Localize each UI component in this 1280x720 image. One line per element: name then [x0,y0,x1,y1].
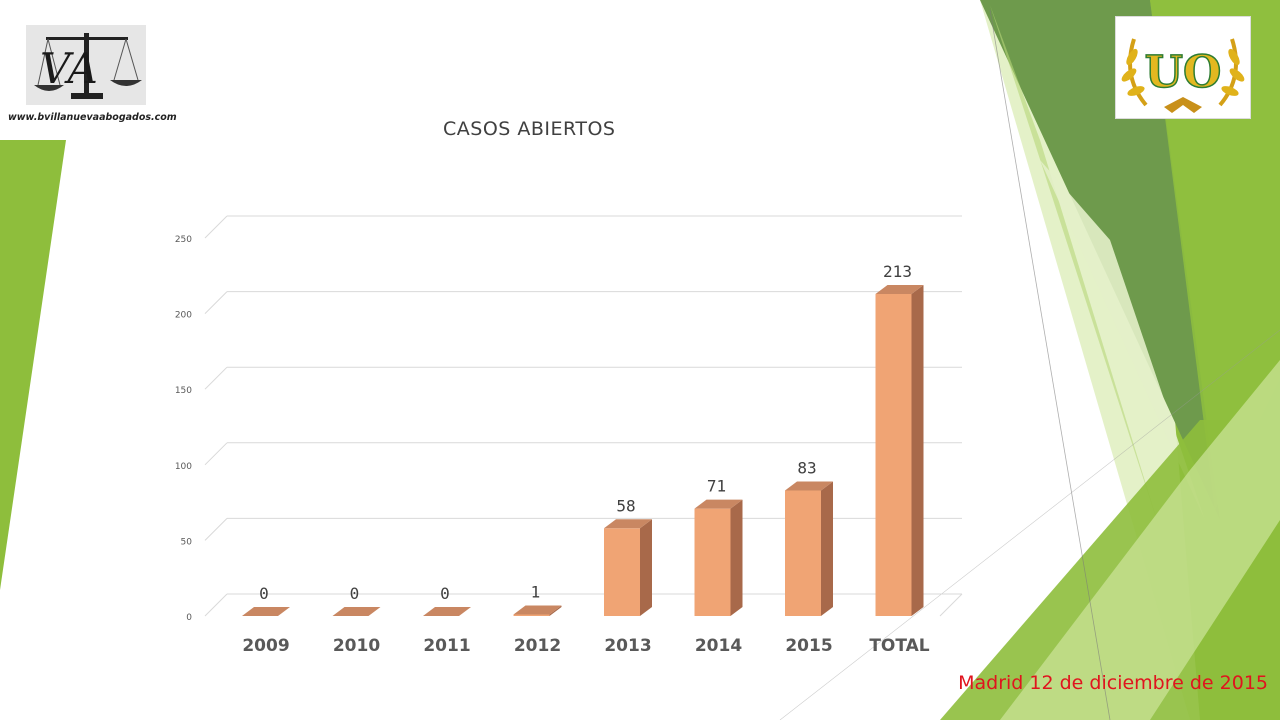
x-axis-ticks: 2009 2010 2011 2012 2013 2014 2015 TOTAL [242,636,929,656]
bar-side [549,605,562,616]
data-labels: 0 0 0 1 58 71 83 213 [259,262,912,603]
bar-front [875,293,912,616]
bar [694,499,743,616]
laurel-wreath-icon: UO [1121,38,1245,113]
y-tick-label: 150 [175,386,192,396]
grid-line [204,593,228,617]
data-label: 58 [616,496,635,515]
x-tick-label: 2012 [514,636,561,656]
bar [785,481,833,616]
x-tick-label: 2010 [333,636,380,656]
data-label: 0 [259,584,269,603]
bar [242,607,290,616]
bar-side [911,284,924,616]
y-tick-label: 50 [181,537,193,547]
bar [332,607,381,616]
bar-side [821,481,833,616]
bar-top [423,607,471,616]
bar-top [242,607,290,616]
bar-front [694,508,731,616]
grid-line [204,291,228,314]
y-axis-ticks: 0 50 100 150 200 250 [175,235,192,623]
grid-line [939,593,963,617]
y-tick-label: 250 [175,235,192,245]
presentation-date: Madrid 12 de diciembre de 2015 [958,672,1268,694]
data-label: 83 [797,459,816,478]
bar-front [513,614,550,616]
x-tick-label: 2015 [785,636,832,656]
x-tick-label: 2013 [604,636,651,656]
firm-logo: VA www.bvillanuevaabogados.com [8,20,177,130]
y-tick-label: 100 [175,462,192,472]
bar-side [640,519,652,616]
bar [513,605,562,616]
bar-top [694,499,743,509]
data-label: 0 [440,584,450,603]
bar-side [730,499,743,616]
grid-line [204,215,228,239]
logo-letters: VA [40,44,98,93]
bar-top [785,481,833,491]
x-tick-label: TOTAL [869,636,929,656]
website-url: www.bvillanuevaabogados.com [8,112,177,123]
bar-top [604,519,652,529]
x-tick-label: 2014 [695,636,742,656]
logo-letters: UO [1145,47,1222,98]
bar [875,284,924,616]
bar [604,519,652,616]
x-tick-label: 2011 [423,636,470,656]
grid-lines [204,215,963,617]
bars [242,284,924,616]
grid-line [204,518,228,541]
data-label: 71 [707,477,726,496]
grid-line [204,442,228,466]
bar [423,607,471,616]
y-tick-label: 200 [175,311,192,321]
scales-icon: VA [34,33,142,99]
bar-front [604,528,640,616]
data-label: 0 [350,584,360,603]
scales-of-justice-logo: VA [26,25,146,105]
bar-top [875,284,924,294]
grid-line [204,366,228,390]
bar-top [513,605,562,615]
bar-front [785,490,821,616]
bar-top [332,607,381,616]
chart-title: CASOS ABIERTOS [443,118,616,140]
data-label: 1 [531,582,541,601]
laurel-wreath-logo: UO [1115,16,1251,119]
x-tick-label: 2009 [242,636,289,656]
data-label: 213 [883,262,912,281]
y-tick-label: 0 [186,613,192,623]
